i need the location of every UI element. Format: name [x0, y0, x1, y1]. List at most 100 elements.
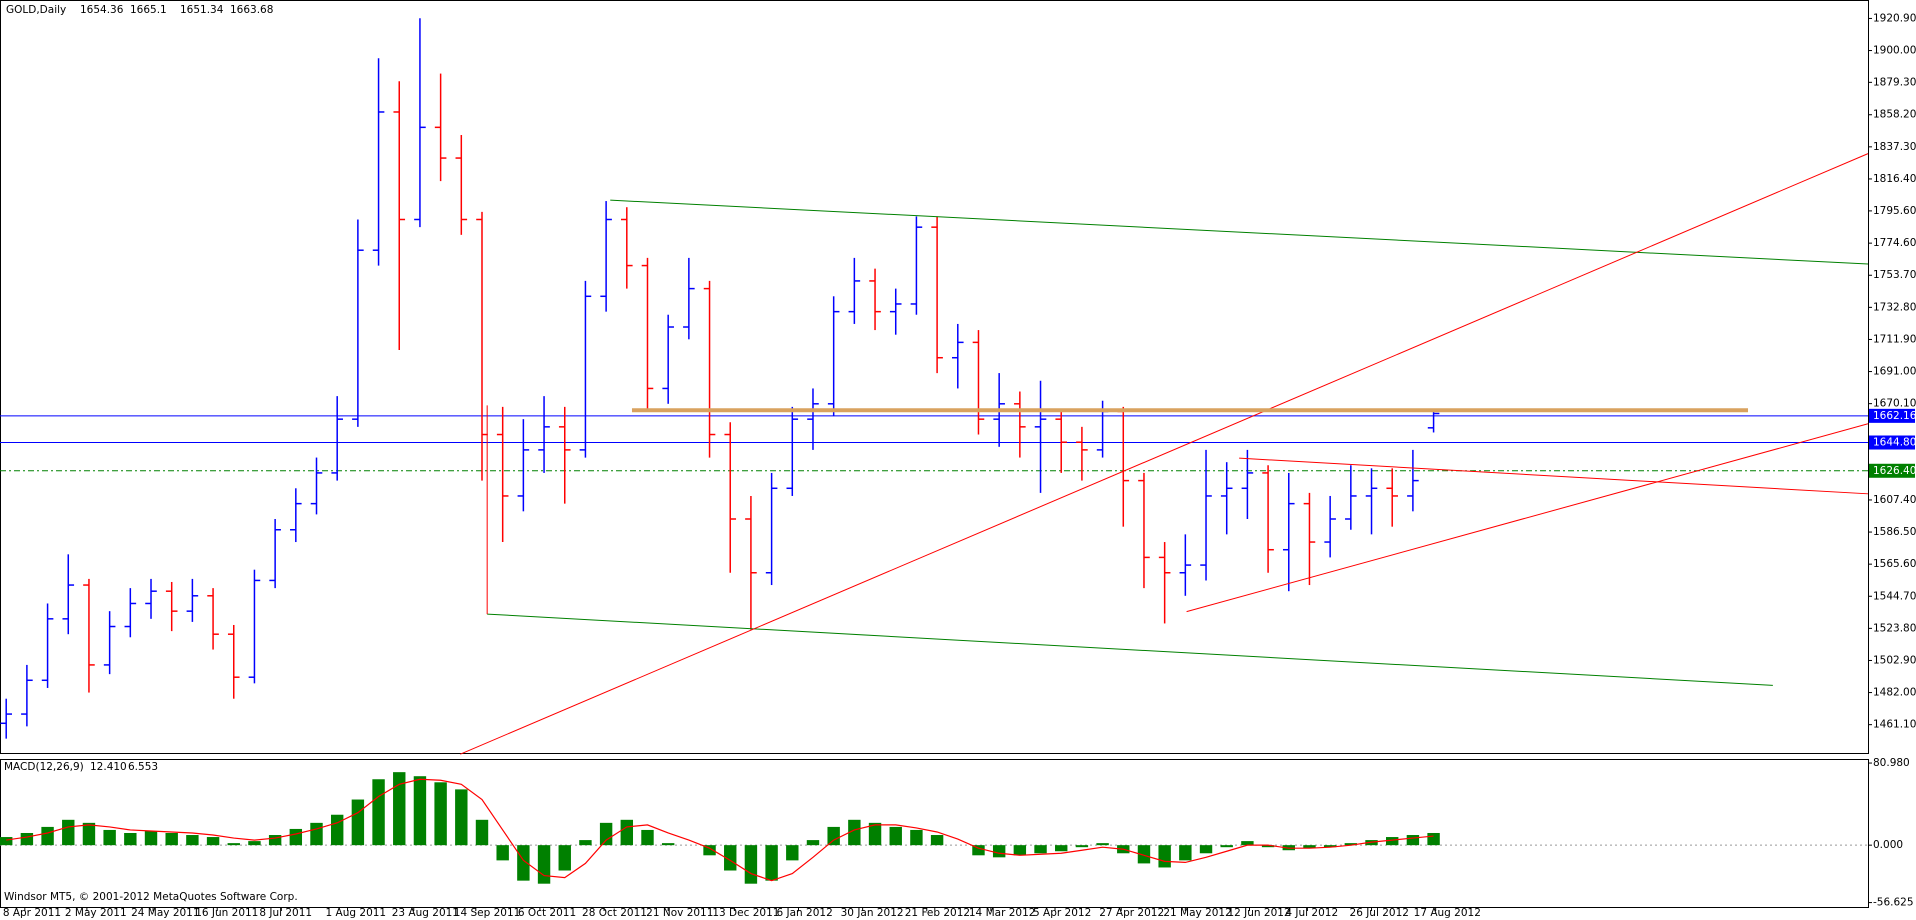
macd-bar — [1137, 845, 1151, 864]
macd-bar — [289, 828, 303, 846]
x-tick-label: 1 Aug 2011 — [326, 907, 387, 919]
header-low: 1651.34 — [180, 4, 224, 16]
macd-bar — [310, 822, 323, 846]
trendline — [487, 613, 1773, 686]
macd-bar — [972, 845, 985, 856]
macd-bar — [848, 819, 861, 846]
header-open: 1654.36 — [80, 4, 124, 16]
macd-bar — [889, 826, 902, 846]
x-tick-label: 8 Jul 2011 — [259, 907, 312, 919]
y-tick-label: 1837.30 — [1873, 141, 1916, 153]
macd-bar — [1344, 843, 1358, 846]
macd-bar — [868, 822, 882, 846]
macd-bar — [517, 845, 530, 881]
x-tick-label: 16 Jun 2011 — [195, 907, 258, 919]
x-tick-label: 21 Feb 2012 — [905, 907, 970, 919]
x-tick-label: 14 Mar 2012 — [969, 907, 1036, 919]
macd-bar — [620, 819, 634, 846]
header-high: 1665.1 — [130, 4, 167, 16]
price-panel-frame — [0, 0, 1869, 754]
level-label: 1644.80 — [1873, 437, 1916, 449]
level-label: 1662.16 — [1873, 410, 1916, 422]
macd-bar — [910, 829, 923, 846]
macd-bar — [1220, 845, 1233, 848]
x-tick-label: 27 Apr 2012 — [1099, 907, 1164, 919]
y-tick-label: 1544.70 — [1873, 590, 1916, 602]
macd-bar — [41, 826, 54, 846]
trendline — [1186, 423, 1869, 613]
macd-bar — [1386, 837, 1399, 846]
header-close: 1663.68 — [230, 4, 273, 16]
y-tick-label: 1711.90 — [1873, 333, 1916, 345]
x-tick-label: 14 Sep 2011 — [454, 907, 521, 919]
x-tick-label: 28 Oct 2011 — [582, 907, 647, 919]
macd-bar — [641, 829, 654, 846]
macd-bar — [372, 779, 385, 846]
macd-bar — [496, 845, 509, 861]
x-tick-label: 4 Jul 2012 — [1285, 907, 1338, 919]
macd-bar — [930, 835, 944, 846]
macd-bar — [103, 829, 116, 846]
macd-bar — [144, 830, 158, 846]
macd-signal — [6, 778, 1434, 882]
trendline — [610, 199, 1869, 265]
macd-y-tick-label: 0.000 — [1873, 839, 1903, 851]
x-tick-label: 23 Aug 2011 — [392, 907, 459, 919]
macd-bar — [806, 840, 820, 846]
macd-bar — [1096, 843, 1109, 846]
macd-bar — [661, 843, 675, 846]
macd-bar — [765, 845, 778, 881]
x-tick-label: 12 Jun 2012 — [1227, 907, 1290, 919]
macd-bar — [248, 841, 261, 846]
macd-bar — [393, 772, 406, 846]
macd-bar — [1034, 845, 1047, 854]
y-tick-label: 1816.40 — [1873, 173, 1916, 185]
macd-main-value: 12.410 — [90, 761, 127, 773]
y-tick-label: 1858.20 — [1873, 109, 1916, 121]
macd-bar — [62, 819, 75, 846]
macd-bar — [1406, 835, 1420, 846]
y-tick-label: 1879.30 — [1873, 76, 1916, 88]
macd-y-tick-label: 80.980 — [1873, 757, 1910, 769]
macd-bar — [1179, 845, 1192, 861]
macd-bar — [227, 843, 240, 846]
macd-bar — [579, 840, 592, 846]
macd-bar — [992, 845, 1006, 858]
x-tick-label: 21 Nov 2011 — [646, 907, 713, 919]
x-tick-label: 6 Jan 2012 — [777, 907, 833, 919]
macd-bar — [186, 835, 199, 846]
y-tick-label: 1774.60 — [1873, 237, 1916, 249]
y-tick-label: 1753.70 — [1873, 269, 1916, 281]
y-tick-label: 1502.90 — [1873, 654, 1916, 666]
y-tick-label: 1900.00 — [1873, 45, 1916, 57]
macd-bar — [1199, 845, 1213, 854]
macd-bar — [1427, 832, 1440, 846]
y-tick-label: 1523.80 — [1873, 622, 1916, 634]
chart-title: GOLD,Daily — [6, 4, 66, 16]
macd-bar — [82, 822, 96, 846]
macd-bar — [1075, 845, 1089, 848]
y-tick-label: 1586.50 — [1873, 526, 1916, 538]
macd-bar — [1158, 845, 1171, 868]
footer: Windsor MT5, © 2001-2012 MetaQuotes Soft… — [4, 891, 298, 903]
macd-bar — [475, 819, 489, 846]
trendline — [460, 153, 1869, 755]
x-tick-label: 17 Aug 2012 — [1414, 907, 1481, 919]
macd-y-tick-label: -56.625 — [1873, 897, 1914, 909]
x-tick-label: 6 Oct 2011 — [518, 907, 576, 919]
macd-bar — [1013, 845, 1027, 856]
x-tick-label: 30 Jan 2012 — [841, 907, 904, 919]
macd-bar — [455, 789, 468, 846]
macd-bar — [413, 776, 427, 846]
x-tick-label: 8 Apr 2011 — [3, 907, 61, 919]
y-tick-label: 1920.90 — [1873, 12, 1916, 24]
level-label-box — [1869, 408, 1915, 423]
macd-bar — [434, 782, 447, 846]
macd-bar — [1055, 845, 1068, 852]
x-tick-label: 21 May 2012 — [1163, 907, 1231, 919]
x-tick-label: 26 Jul 2012 — [1350, 907, 1409, 919]
y-tick-label: 1482.00 — [1873, 687, 1916, 699]
y-tick-label: 1795.60 — [1873, 205, 1916, 217]
